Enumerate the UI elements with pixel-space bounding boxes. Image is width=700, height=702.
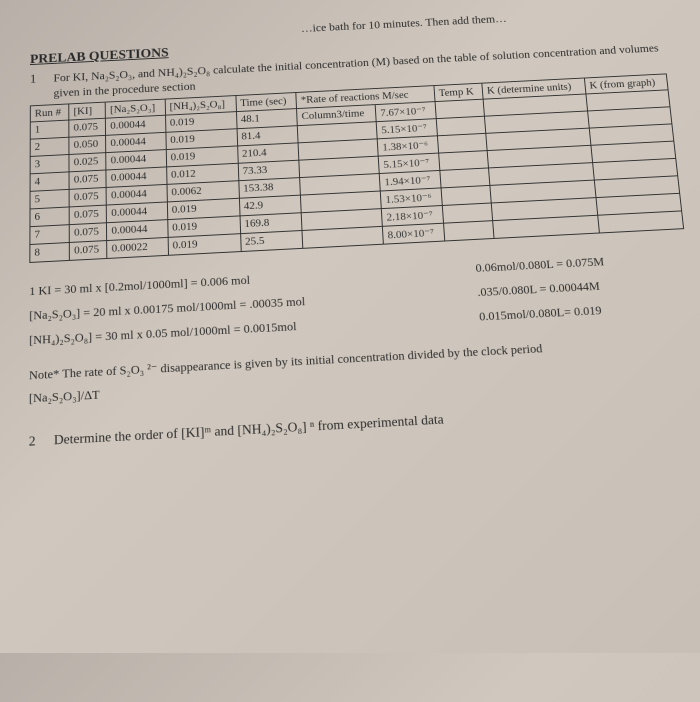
table-cell: 0.019	[168, 234, 241, 256]
table-cell: 0.075	[69, 119, 106, 138]
table-cell: 0.075	[69, 170, 106, 189]
table-cell: 4	[30, 172, 69, 191]
table-cell: 8	[30, 243, 70, 263]
table-cell: 25.5	[240, 231, 303, 252]
col-ki: [KI]	[69, 102, 106, 120]
table-cell: 3	[30, 155, 69, 174]
q2-number: 2	[29, 432, 54, 450]
table-cell: 0.050	[69, 136, 106, 155]
table-cell: 2	[30, 138, 69, 157]
table-cell: 8.00×10⁻⁷	[383, 224, 445, 245]
q2-text: Determine the order of [KI]ᵐ and [NH₄)₂S…	[54, 411, 444, 449]
table-cell: 1	[30, 120, 69, 139]
table-cell: 7	[30, 225, 70, 245]
table-cell: 0.025	[69, 153, 106, 172]
table-cell: 0.00022	[107, 238, 168, 259]
table-cell	[302, 227, 383, 249]
table-cell: 0.075	[69, 188, 106, 207]
q1-number: 1	[30, 70, 54, 86]
table-cell	[598, 211, 684, 233]
data-table: Run # [KI] [Na₂S₂O₃] [NH₄)₂S₂O₈] Time (s…	[29, 74, 684, 264]
table-cell: 0.075	[69, 205, 106, 225]
table-cell: 5	[30, 190, 69, 210]
table-cell	[444, 221, 495, 241]
table-cell: 0.075	[69, 223, 107, 243]
table-cell: 6	[30, 207, 69, 227]
col-run: Run #	[30, 104, 69, 122]
table-cell: 0.075	[70, 241, 108, 261]
